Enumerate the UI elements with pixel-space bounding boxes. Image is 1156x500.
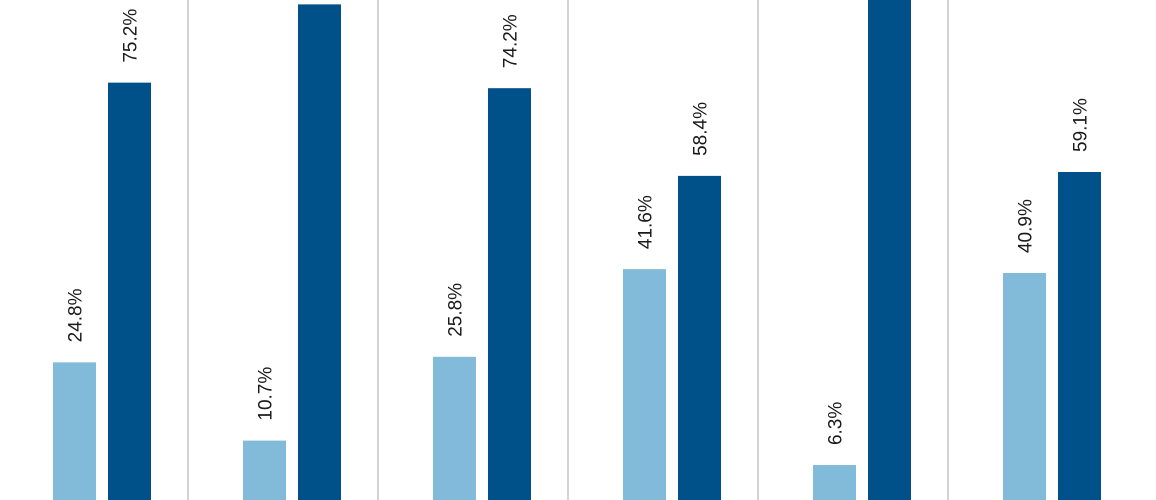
bar-series-1-group-4 (623, 269, 666, 500)
bar-series-1-group-6 (1003, 273, 1046, 500)
gridlines (187, 0, 949, 500)
bar-series-2-group-1 (108, 82, 151, 500)
data-label: 41.6% (636, 195, 657, 249)
bar-series-1-group-1 (53, 362, 96, 500)
bar-series-1-group-3 (433, 356, 476, 500)
data-label: 6.3% (826, 402, 847, 445)
bar-series-2-group-2 (298, 4, 341, 500)
bars (53, 0, 1101, 500)
bar-series-1-group-5 (813, 465, 856, 500)
data-label: 58.4% (691, 102, 712, 156)
bar-series-2-group-3 (488, 88, 531, 500)
data-labels: 24.8% 10.7% 25.8% 41.6% 6.3% 40.9% 75.2% 74.2% 5… (66, 9, 1092, 445)
data-label: 10.7% (256, 367, 277, 421)
data-label: 40.9% (1016, 199, 1037, 253)
bar-series-2-group-4 (678, 175, 721, 500)
bar-series-2-group-5 (868, 0, 911, 500)
bar-series-2-group-6 (1058, 171, 1101, 500)
data-label: 74.2% (501, 14, 522, 68)
data-label: 24.8% (66, 288, 87, 342)
data-label: 25.8% (446, 283, 467, 337)
bar-series-1-group-2 (243, 440, 286, 500)
data-label: 59.1% (1071, 98, 1092, 152)
data-label: 75.2% (121, 9, 142, 63)
